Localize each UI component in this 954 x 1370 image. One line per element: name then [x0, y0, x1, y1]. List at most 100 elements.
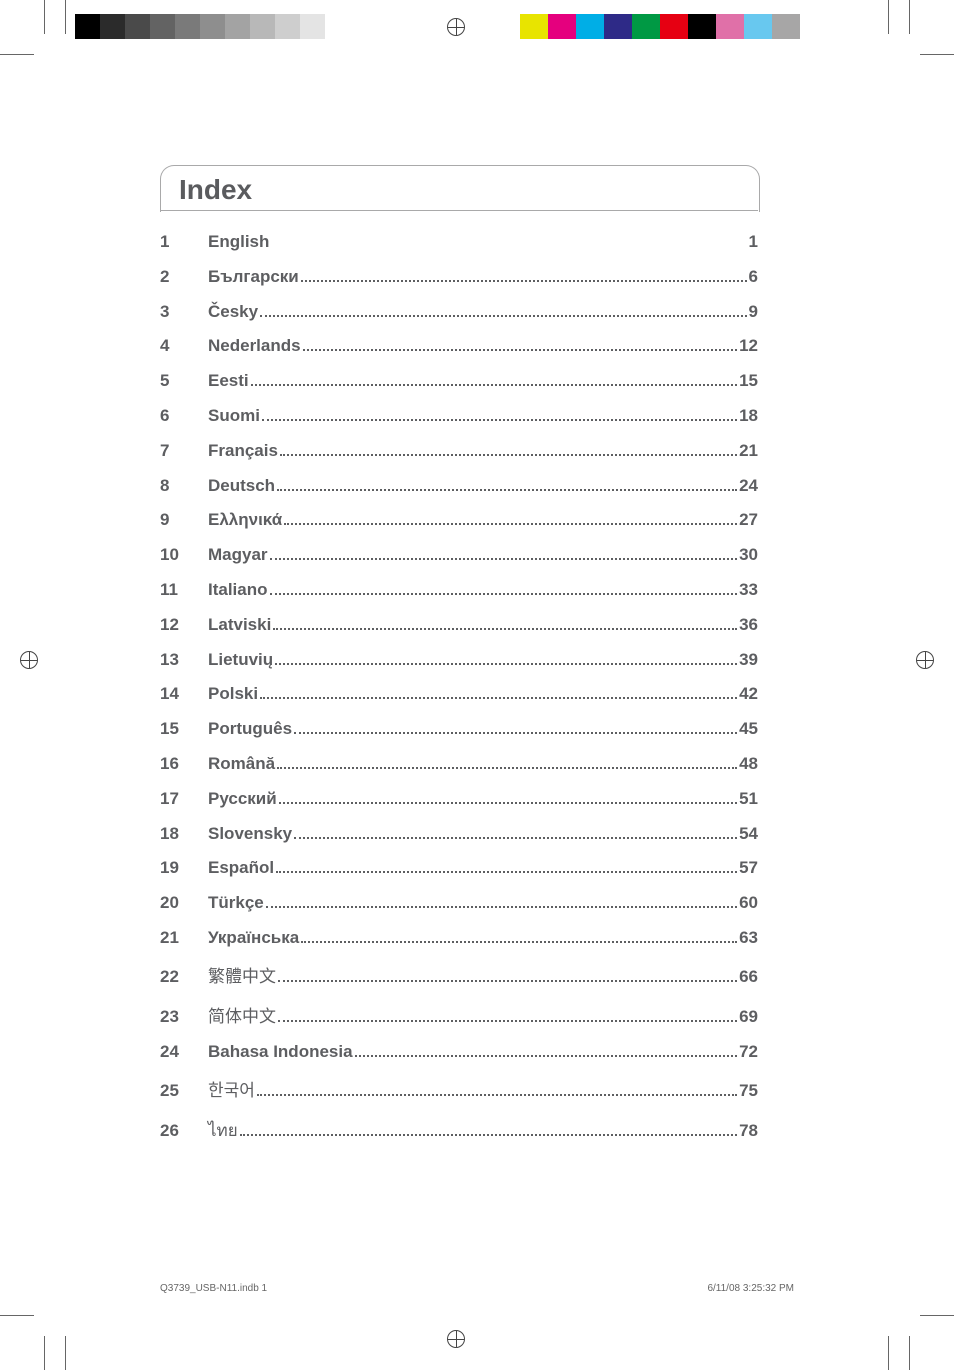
- crop-mark: [65, 1336, 66, 1370]
- index-page-number: 75: [739, 1081, 758, 1101]
- index-language: Español: [208, 858, 274, 878]
- crop-mark: [920, 54, 954, 55]
- dot-leader: [262, 406, 737, 421]
- index-number: 7: [160, 441, 208, 461]
- index-number: 21: [160, 928, 208, 948]
- index-page-number: 42: [739, 684, 758, 704]
- dot-leader: [294, 823, 737, 838]
- index-row: 9Ελληνικά27: [160, 510, 758, 530]
- index-row: 3Česky9: [160, 301, 758, 321]
- index-language: Polski: [208, 684, 258, 704]
- index-language: Română: [208, 754, 275, 774]
- crop-mark: [44, 0, 45, 34]
- index-language: Ελληνικά: [208, 510, 282, 530]
- index-row: 21Українська63: [160, 928, 758, 948]
- index-page-number: 15: [739, 371, 758, 391]
- index-language: Česky: [208, 302, 258, 322]
- index-row: 6Suomi18: [160, 406, 758, 426]
- dot-leader: [273, 614, 737, 629]
- dot-leader: [240, 1120, 737, 1135]
- index-language: Italiano: [208, 580, 268, 600]
- index-page-number: 54: [739, 824, 758, 844]
- index-page-number: 27: [739, 510, 758, 530]
- index-page-number: 57: [739, 858, 758, 878]
- dot-leader: [251, 371, 737, 386]
- index-page-number: 21: [739, 441, 758, 461]
- footer-filename: Q3739_USB-N11.indb 1: [160, 1283, 267, 1294]
- page-title: Index: [179, 174, 741, 206]
- registration-mark-icon: [20, 651, 38, 669]
- crop-mark: [44, 1336, 45, 1370]
- index-row: 11Italiano33: [160, 580, 758, 600]
- index-page-number: 45: [739, 719, 758, 739]
- index-row: 4Nederlands12: [160, 336, 758, 356]
- index-page-number: 33: [739, 580, 758, 600]
- index-title-box: Index: [160, 165, 760, 212]
- index-number: 13: [160, 650, 208, 670]
- index-number: 14: [160, 684, 208, 704]
- index-row: 5Eesti15: [160, 371, 758, 391]
- dot-leader: [270, 545, 738, 560]
- dot-leader: [280, 440, 737, 455]
- dot-leader: [301, 928, 737, 943]
- title-underline: [160, 210, 758, 211]
- dot-leader: [279, 788, 737, 803]
- dot-leader: [294, 719, 737, 734]
- index-row: 10Magyar30: [160, 545, 758, 565]
- dot-leader: [276, 858, 737, 873]
- index-page-number: 72: [739, 1042, 758, 1062]
- index-row: 16Română48: [160, 754, 758, 774]
- index-page-number: 63: [739, 928, 758, 948]
- dot-leader: [278, 1007, 737, 1022]
- index-row: 24Bahasa Indonesia72: [160, 1041, 758, 1061]
- index-list: 1English12Български63Česky94Nederlands12…: [160, 232, 758, 1158]
- index-page-number: 78: [739, 1121, 758, 1141]
- crop-mark: [909, 1336, 910, 1370]
- index-page-number: 9: [749, 302, 758, 322]
- registration-mark-icon: [916, 651, 934, 669]
- index-page-number: 36: [739, 615, 758, 635]
- index-language: 简体中文: [208, 1002, 276, 1027]
- index-language: Magyar: [208, 545, 268, 565]
- dot-leader: [275, 649, 737, 664]
- index-number: 23: [160, 1007, 208, 1027]
- page-content: Index 1English12Български63Česky94Nederl…: [80, 0, 874, 1370]
- index-language: Suomi: [208, 406, 260, 426]
- index-language: Nederlands: [208, 336, 301, 356]
- index-language: Български: [208, 267, 299, 287]
- index-language: Français: [208, 441, 278, 461]
- crop-mark: [909, 0, 910, 34]
- index-page-number: 1: [749, 232, 758, 252]
- index-number: 19: [160, 858, 208, 878]
- index-row: 12Latviski36: [160, 614, 758, 634]
- index-language: Deutsch: [208, 476, 275, 496]
- index-page-number: 39: [739, 650, 758, 670]
- crop-mark: [0, 54, 34, 55]
- index-page-number: 69: [739, 1007, 758, 1027]
- index-language: Русский: [208, 789, 277, 809]
- index-row: 26ไทย78: [160, 1116, 758, 1144]
- index-number: 25: [160, 1081, 208, 1101]
- index-number: 17: [160, 789, 208, 809]
- index-page-number: 66: [739, 967, 758, 987]
- index-row: 8Deutsch24: [160, 475, 758, 495]
- crop-mark: [888, 0, 889, 34]
- index-row: 2Български6: [160, 267, 758, 287]
- index-page-number: 12: [739, 336, 758, 356]
- index-page-number: 6: [749, 267, 758, 287]
- index-number: 22: [160, 967, 208, 987]
- index-row: 7Français 21: [160, 440, 758, 460]
- index-number: 26: [160, 1121, 208, 1141]
- dot-leader: [260, 684, 737, 699]
- index-page-number: 48: [739, 754, 758, 774]
- index-number: 24: [160, 1042, 208, 1062]
- index-number: 6: [160, 406, 208, 426]
- index-row: 14Polski 42: [160, 684, 758, 704]
- dot-leader: [260, 301, 746, 316]
- crop-mark: [888, 1336, 889, 1370]
- index-row: 13Lietuvių 39: [160, 649, 758, 669]
- index-row: 1English1: [160, 232, 758, 252]
- index-language: Lietuvių: [208, 650, 273, 670]
- index-language: Slovensky: [208, 824, 292, 844]
- dot-leader: [266, 893, 737, 908]
